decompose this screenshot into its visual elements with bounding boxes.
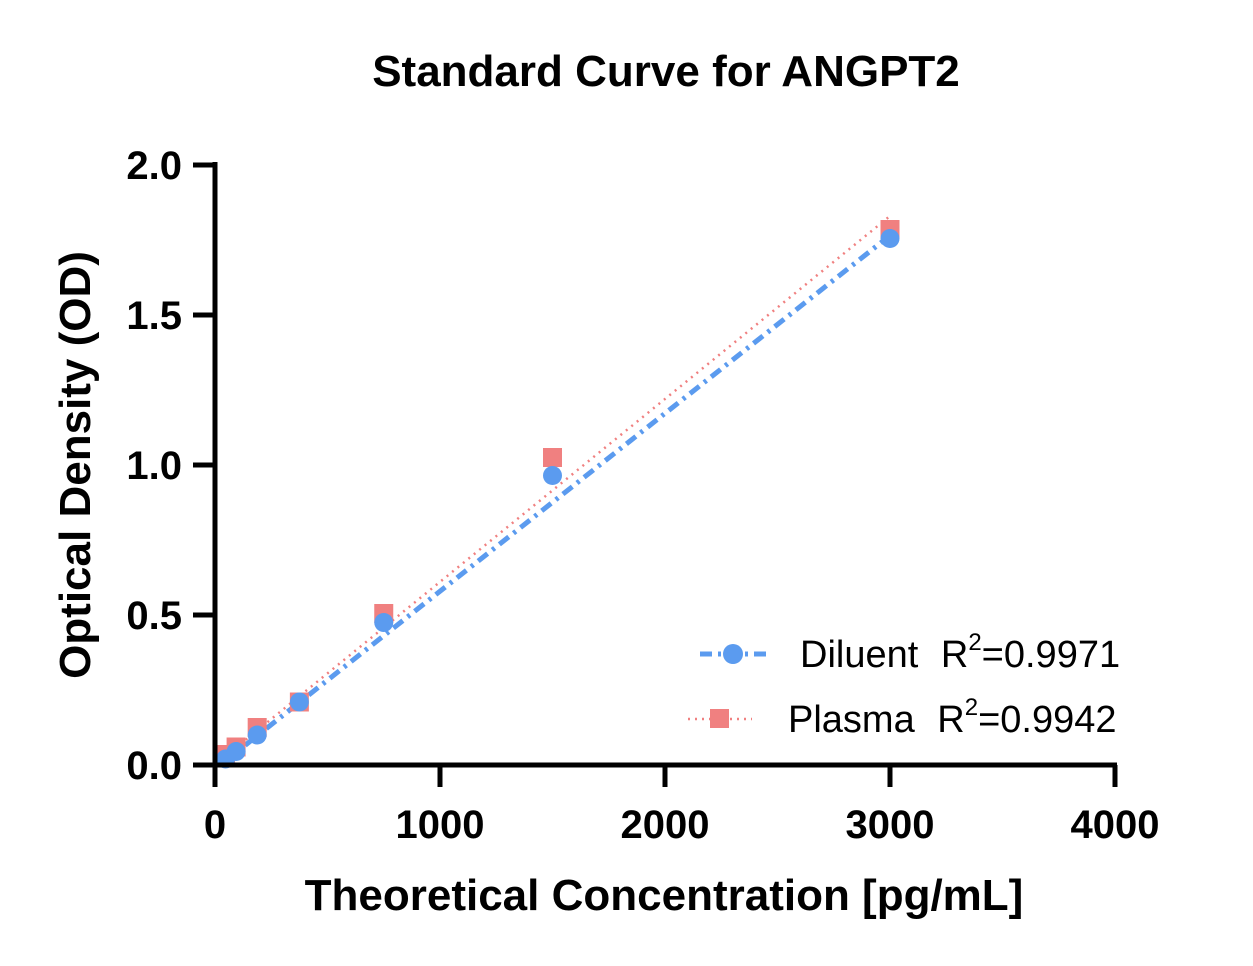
x-tick-label-0: 0 <box>204 803 226 847</box>
legend-marker-plasma <box>710 709 729 728</box>
point-plasma-5 <box>543 448 562 467</box>
point-diluent-1 <box>226 742 246 761</box>
legend-label-diluent: Diluent R2=0.9971 <box>800 629 1120 676</box>
y-tick-label-1: 0.5 <box>126 594 182 638</box>
x-tick-label-2: 2000 <box>621 803 710 847</box>
legend: Diluent R2=0.9971 Plasma R2=0.9942 <box>688 629 1120 741</box>
fit-line-plasma <box>223 215 891 759</box>
x-tick-label-4: 4000 <box>1071 803 1160 847</box>
point-diluent-2 <box>247 725 267 745</box>
point-diluent-5 <box>543 466 562 485</box>
axes: 0 1000 2000 3000 4000 0.0 0.5 1.0 1.5 2.0 <box>126 144 1159 847</box>
point-diluent-3 <box>289 692 309 712</box>
legend-label-plasma: Plasma R2=0.9942 <box>788 694 1117 741</box>
y-tick-label-3: 1.5 <box>126 294 182 338</box>
plot-area <box>216 215 900 769</box>
chart-title: Standard Curve for ANGPT2 <box>372 47 960 96</box>
legend-item-plasma: Plasma R2=0.9942 <box>688 694 1117 741</box>
legend-marker-diluent <box>723 644 743 664</box>
x-tick-label-1: 1000 <box>396 803 485 847</box>
y-tick-label-2: 1.0 <box>126 444 182 488</box>
legend-item-diluent: Diluent R2=0.9971 <box>700 629 1120 676</box>
x-ticks: 0 1000 2000 3000 4000 <box>204 765 1160 847</box>
x-axis-label: Theoretical Concentration [pg/mL] <box>305 871 1024 920</box>
y-tick-label-0: 0.0 <box>126 744 182 788</box>
x-tick-label-3: 3000 <box>846 803 935 847</box>
y-ticks: 0.0 0.5 1.0 1.5 2.0 <box>126 144 215 788</box>
fit-line-diluent <box>222 233 892 764</box>
y-axis-label: Optical Density (OD) <box>51 251 100 679</box>
point-diluent-4 <box>374 613 394 632</box>
y-tick-label-4: 2.0 <box>126 144 182 188</box>
point-diluent-6 <box>880 229 900 248</box>
